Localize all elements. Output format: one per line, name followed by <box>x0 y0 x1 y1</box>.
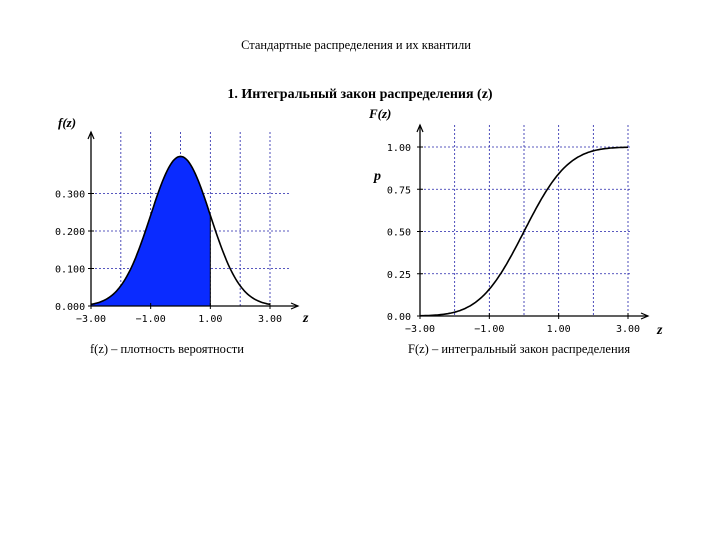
cdf-y-ticks: 0.00 0.25 0.50 0.75 1.00 <box>387 143 423 323</box>
cdf-p-label: p <box>373 169 381 184</box>
cdf-x-tick-label: 3.00 <box>616 324 640 335</box>
cdf-y-axis-label: F(z) <box>368 106 391 121</box>
density-x-arrow-icon <box>290 302 300 310</box>
density-y-tick-label: 0.300 <box>55 190 85 201</box>
cdf-curve <box>419 146 629 317</box>
page-title: Стандартные распределения и их квантили <box>241 38 471 52</box>
cdf-x-tick-label: −1.00 <box>474 324 504 335</box>
cdf-x-tick-label: −3.00 <box>405 324 435 335</box>
cdf-y-tick-label: 0.25 <box>387 270 411 281</box>
density-x-tick-label: −1.00 <box>136 314 166 325</box>
density-x-axis-label: z <box>302 311 309 326</box>
density-y-tick-label: 0.100 <box>55 265 85 276</box>
cdf-y-arrow-icon <box>416 123 424 133</box>
density-y-tick-label: 0.200 <box>55 227 85 238</box>
density-y-ticks: 0.000 0.100 0.200 0.300 <box>55 190 94 313</box>
density-caption: f(z) – плотность вероятности <box>90 342 244 356</box>
density-x-tick-label: −3.00 <box>76 314 106 325</box>
cdf-y-tick-label: 0.00 <box>387 312 411 323</box>
cdf-y-tick-label: 0.75 <box>387 185 411 196</box>
cdf-y-tick-label: 1.00 <box>387 143 411 154</box>
density-y-arrow-icon <box>87 130 95 140</box>
cdf-x-axis-label: z <box>656 323 663 338</box>
cdf-x-ticks: −3.00 −1.00 1.00 3.00 <box>405 313 640 335</box>
density-x-tick-label: 1.00 <box>198 314 222 325</box>
cdf-caption: F(z) – интегральный закон распределения <box>408 342 630 356</box>
cdf-x-arrow-icon <box>640 312 650 320</box>
density-axes <box>87 130 300 310</box>
density-x-ticks: −3.00 −1.00 1.00 3.00 <box>76 303 282 325</box>
cdf-y-tick-label: 0.50 <box>387 228 411 239</box>
density-y-axis-label: f(z) <box>58 115 76 130</box>
density-curve <box>90 155 271 306</box>
cdf-x-tick-label: 1.00 <box>547 324 571 335</box>
cdf-axes <box>416 123 650 320</box>
density-x-tick-label: 3.00 <box>258 314 282 325</box>
cdf-chart: 0.000.250.500.751.00 −3.00 −1.00 1.00 3.00 … <box>368 106 663 356</box>
cdf-grid <box>420 125 630 316</box>
density-y-tick-label: 0.000 <box>55 302 85 313</box>
section-title: 1. Интегральный закон распределения (z) <box>227 87 493 102</box>
